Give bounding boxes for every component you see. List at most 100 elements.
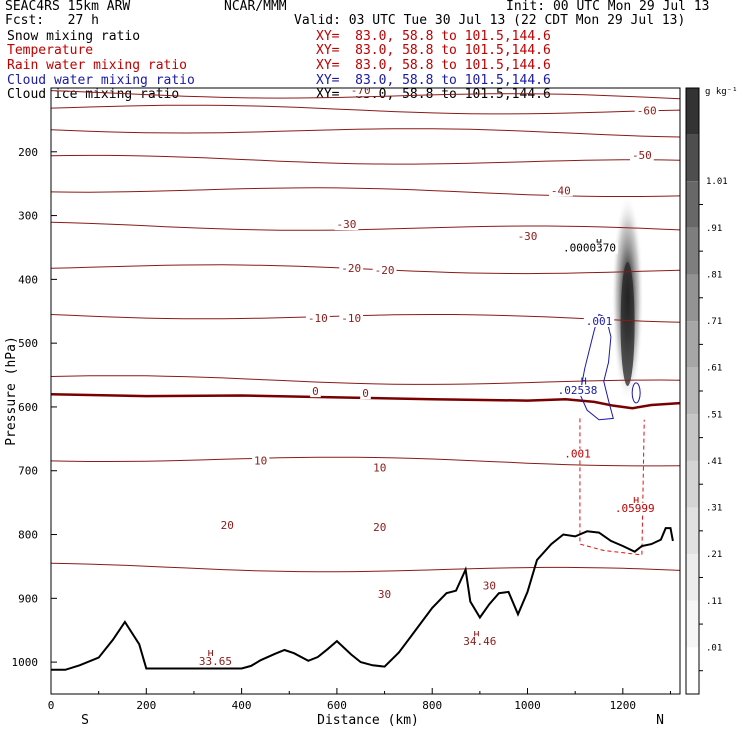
contour-label-bg [583, 316, 615, 328]
contour-label: 34.46 [463, 635, 496, 648]
x-tick-label: 200 [136, 699, 156, 712]
isotherm--70 [51, 90, 680, 100]
colorbar-tick-label: .51 [706, 410, 722, 420]
model-title: SEAC4RS 15km ARW [5, 0, 131, 14]
y-axis: 200 300 400 500 600 700 800 900 1000 [12, 146, 57, 669]
cloud-water-contour-small [631, 382, 641, 404]
colorbar-swatch [686, 134, 699, 182]
contour-label-bg [612, 502, 657, 514]
field-xy-cloud-water: XY= 83.0, 58.8 to 101.5,144.6 [316, 73, 551, 88]
high-marker: H [208, 649, 214, 660]
colorbar-swatch [686, 554, 699, 601]
isotherm-30 [51, 562, 680, 573]
contour-label: .001 [564, 448, 591, 461]
freezing-level-line [51, 392, 680, 410]
colorbar: .01 .11 .21 .31 .41 .51 .61 .71 .81 .91 1.01 [685, 87, 728, 695]
contour-label-bg [310, 386, 321, 398]
y-tick-label: 200 [18, 146, 38, 159]
contour-label: -60 [637, 105, 657, 118]
colorbar-tick-label: .11 [706, 597, 722, 607]
contour-label: -30 [518, 230, 538, 243]
x-tick-label: 400 [232, 699, 252, 712]
contour-label: 33.65 [199, 655, 232, 668]
colorbar-tick-label: .21 [706, 550, 722, 560]
contour-label-bg [339, 312, 364, 324]
contour-label-bg [515, 231, 540, 243]
colorbar-tick-label: .61 [706, 364, 722, 374]
contour-label: -20 [341, 262, 361, 275]
high-marker: H [581, 377, 587, 388]
contour-label-bg [196, 656, 234, 668]
contour-label-bg [634, 105, 659, 117]
x-axis: 0 200 400 600 800 1000 1200 [48, 688, 671, 712]
plot-clip-group: HHHHH-70-60-50-40-30-30-20-20-10-1000101… [51, 84, 680, 671]
contour-label: .05999 [615, 502, 655, 515]
isotherm--10 [51, 264, 680, 275]
plot-frame [50, 87, 681, 695]
colorbar-swatch [686, 227, 699, 275]
forecast-hour: Fcst: 27 h [5, 13, 99, 28]
contour-label-bg [480, 580, 498, 592]
y-tick-label: 700 [18, 465, 38, 478]
colorbar-tick-label: 1.01 [706, 177, 728, 187]
contour-label: 10 [254, 455, 267, 468]
contour-label-bg [371, 462, 389, 474]
colorbar-swatch [686, 88, 699, 135]
snow-plume-core [620, 262, 635, 387]
colorbar-tick-label: .81 [706, 271, 722, 281]
field-name-rain: Rain water mixing ratio [7, 58, 188, 73]
contour-label-bg [629, 150, 654, 162]
y-tick-label: 600 [18, 401, 38, 414]
contour-label: .001 [586, 315, 613, 328]
contour-label-bg [305, 312, 330, 324]
high-marker: H [474, 630, 480, 641]
colorbar-swatch [686, 600, 699, 648]
y-tick-label: 500 [18, 337, 38, 350]
colorbar-unit: g kg⁻¹ [705, 87, 738, 97]
isotherm--60 [51, 104, 680, 115]
contour-label: 0 [312, 385, 319, 398]
y-axis-label: Pressure (hPa) [4, 336, 19, 446]
colorbar-tick-label: .41 [706, 457, 722, 467]
contour-label-bg [218, 520, 236, 532]
colorbar-swatch [686, 367, 699, 415]
field-xy-snow: XY= 83.0, 58.8 to 101.5,144.6 [316, 29, 551, 44]
x-tick-label: 0 [48, 699, 55, 712]
x-tick-label: 1000 [514, 699, 541, 712]
colorbar-tick-label: .91 [706, 224, 722, 234]
contour-label-bg [372, 264, 397, 276]
contour-label: -70 [351, 84, 371, 97]
contour-label-bg [334, 219, 359, 231]
contour-label-bg [360, 388, 371, 400]
isotherm--30 [51, 187, 680, 197]
colorbar-swatch [686, 460, 699, 508]
isotherm--50 [51, 128, 680, 138]
isotherm--20 [51, 221, 680, 231]
contour-label: 10 [373, 462, 386, 475]
colorbar-tick-label: .71 [706, 317, 722, 327]
x-tick-label: 800 [422, 699, 442, 712]
contour-label: 20 [221, 519, 234, 532]
contour-label: -10 [308, 312, 328, 325]
isotherm-0 [51, 314, 680, 323]
contour-label: .0000370 [563, 242, 616, 255]
contour-label: .02538 [558, 384, 598, 397]
contour-label-bg [561, 242, 618, 254]
contour-label-bg [348, 88, 373, 97]
colorbar-tick-label: .31 [706, 504, 722, 514]
contour-label-bg [562, 448, 593, 460]
x-axis-label: Distance (km) [317, 713, 419, 728]
center-title: NCAR/MMM [224, 0, 287, 14]
valid-time: Valid: 03 UTC Tue 30 Jul 13 (22 CDT Mon … [294, 13, 686, 28]
contour-label-bg [548, 185, 573, 197]
contour-label: 30 [378, 588, 391, 601]
terrain-line [51, 527, 674, 671]
x-tick-label: 600 [327, 699, 347, 712]
field-xy-rain: XY= 83.0, 58.8 to 101.5,144.6 [316, 58, 551, 73]
contour-label: 30 [483, 580, 496, 593]
colorbar-swatch [686, 414, 699, 461]
isotherm-10 [51, 375, 680, 385]
contour-label: -10 [341, 312, 361, 325]
init-time: Init: 00 UTC Mon 29 Jul 13 [506, 0, 710, 14]
colorbar-swatch [686, 181, 699, 228]
